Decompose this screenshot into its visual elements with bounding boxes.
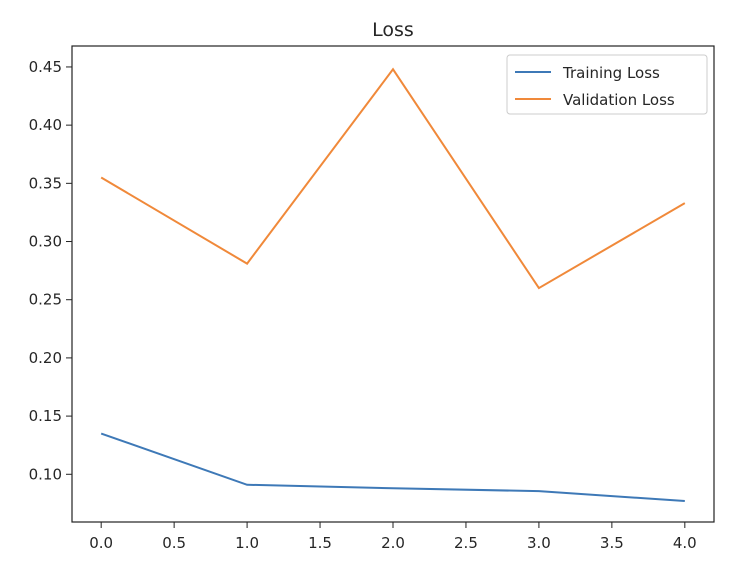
x-tick-label: 1.0	[235, 534, 259, 552]
y-tick-label: 0.15	[29, 407, 62, 425]
chart-title: Loss	[372, 19, 414, 41]
x-tick-label: 3.0	[527, 534, 551, 552]
y-tick-label: 0.25	[29, 291, 62, 309]
x-tick-label: 2.0	[381, 534, 405, 552]
x-tick-label: 0.0	[89, 534, 113, 552]
x-tick-label: 1.5	[308, 534, 332, 552]
y-tick-label: 0.30	[29, 233, 62, 251]
x-tick-label: 3.5	[600, 534, 624, 552]
plot-frame	[72, 46, 714, 522]
series-line-0	[101, 434, 685, 502]
y-tick-label: 0.35	[29, 174, 62, 192]
x-tick-label: 2.5	[454, 534, 478, 552]
legend: Training Loss Validation Loss	[507, 55, 707, 114]
y-tick-label: 0.40	[29, 116, 62, 134]
y-tick-label: 0.45	[29, 58, 62, 76]
x-tick-label: 0.5	[162, 534, 186, 552]
y-tick-label: 0.20	[29, 349, 62, 367]
legend-label: Validation Loss	[563, 91, 675, 109]
legend-label: Training Loss	[562, 64, 660, 82]
y-tick-label: 0.10	[29, 465, 62, 483]
x-tick-label: 4.0	[673, 534, 697, 552]
